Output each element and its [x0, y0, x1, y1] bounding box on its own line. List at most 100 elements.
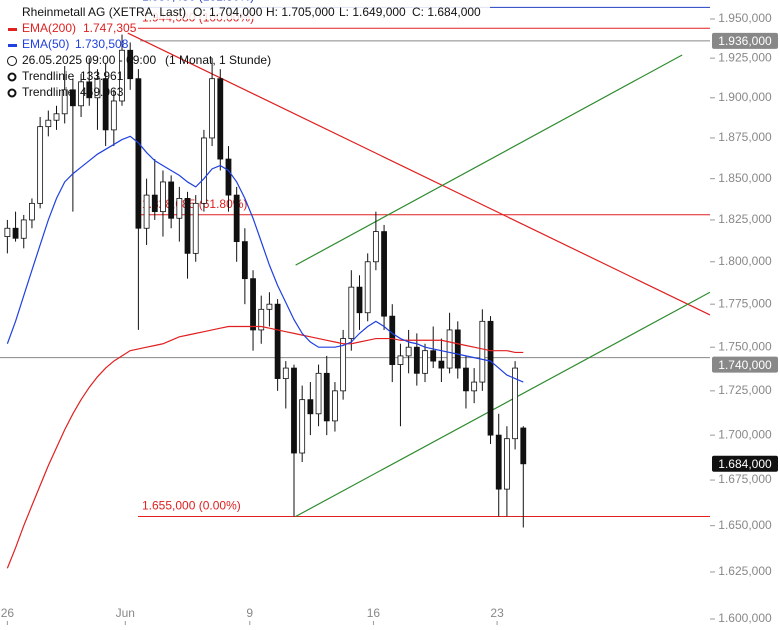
candle-body [479, 320, 486, 383]
candle-body [299, 399, 306, 454]
candle-body [323, 372, 330, 422]
range: (1 Monat, 1 Stunde) [165, 53, 271, 67]
ohlc-value: H: 1.705,000 [266, 5, 335, 19]
ohlc-value: O: 1.704,000 [193, 5, 263, 19]
y-tick-label: 1.850,000 [718, 171, 772, 185]
candle-body [315, 372, 322, 415]
x-tick-label: 16 [367, 606, 381, 620]
candle-body [241, 241, 248, 280]
price-box-label: 1.740,000 [718, 358, 772, 372]
candle-body [454, 329, 461, 369]
y-tick-label: 1.750,000 [718, 339, 772, 353]
candle-body [20, 219, 27, 239]
candle-body [225, 158, 232, 196]
candle-body [192, 202, 199, 254]
y-tick-label: 1.600,000 [718, 611, 772, 625]
date: 26.05.2025 09:00 - 09:00 [22, 53, 156, 67]
ohlc-value: C: 1.684,000 [412, 5, 481, 19]
candle-body [495, 434, 502, 490]
trend-icon [7, 72, 17, 82]
candle-body [12, 227, 19, 239]
candle-body [86, 81, 93, 99]
trendline [127, 32, 710, 316]
legend-value: 1.730,508 [75, 37, 129, 51]
candle-body [512, 367, 518, 440]
candle-body [209, 78, 215, 139]
candle-body [340, 338, 347, 392]
candle-body [413, 346, 420, 374]
y-tick-label: 1.650,000 [718, 518, 772, 532]
candle-body [61, 89, 68, 115]
candle-body [37, 126, 44, 204]
candle-body [110, 100, 117, 131]
candle-body [217, 78, 224, 160]
legend-swatch [8, 28, 17, 31]
candle-body [282, 367, 289, 379]
candle-body [520, 427, 527, 465]
candle-body [69, 89, 76, 107]
candle-body [430, 350, 437, 362]
legend-name: EMA(200) [22, 21, 76, 35]
ema-line [6, 325, 524, 569]
candle-body [422, 350, 428, 374]
candle-body [274, 303, 281, 379]
candle-body [45, 119, 52, 128]
legend-bg [0, 3, 490, 19]
candle-body [364, 261, 371, 314]
candle-body [135, 78, 142, 229]
y-tick-label: 1.875,000 [718, 130, 772, 144]
y-tick-label: 1.900,000 [718, 90, 772, 104]
legend-value: 133.961 [80, 69, 124, 83]
candle-body [471, 381, 478, 392]
legend-name: Trendlinie [22, 69, 75, 83]
candle-body [94, 78, 101, 99]
y-tick-label: 1.700,000 [718, 427, 772, 441]
candle-body [143, 194, 150, 229]
candle-body [438, 360, 445, 369]
fib-label: 1.957,480 (161.80%) [142, 0, 254, 4]
candle-body [389, 315, 396, 365]
candle-body [250, 278, 256, 331]
candle-body [176, 198, 183, 219]
y-tick-label: 1.625,000 [718, 564, 772, 578]
candle-body [307, 399, 314, 415]
candle-body [405, 346, 412, 357]
candle-body [53, 113, 60, 121]
y-tick-label: 1.800,000 [718, 254, 772, 268]
candle-body [446, 329, 453, 369]
trendline [295, 54, 683, 266]
trendline [295, 291, 710, 518]
candle-body [348, 286, 355, 339]
candle-body [29, 202, 35, 221]
x-tick-label: 23 [490, 606, 504, 620]
candle-body [258, 308, 265, 331]
candle-body [78, 81, 84, 107]
candle-body [266, 303, 273, 310]
candle-body [151, 194, 158, 213]
ema-line [6, 135, 524, 383]
candle-body [332, 390, 338, 422]
candle-body [201, 137, 207, 204]
candle-body [127, 49, 134, 80]
candle-body [102, 78, 109, 131]
legend-value: 469.063 [80, 85, 124, 99]
y-tick-label: 1.925,000 [718, 50, 772, 64]
price-box [712, 32, 778, 49]
clock-icon [7, 56, 17, 66]
y-tick-label: 1.775,000 [718, 296, 772, 310]
price-axis: 1.600,000 1.625,000 1.650,000 1.675,000 1.70… [1, 11, 778, 625]
x-tick-label: 26 [1, 606, 15, 620]
fib-label: 1.655,000 (0.00%) [142, 499, 241, 513]
candle-body [372, 231, 379, 263]
legend-name: Trendlinie [22, 85, 75, 99]
candle-body [397, 355, 404, 365]
candle-body [119, 49, 125, 102]
price-box [712, 356, 778, 373]
legend: Rheinmetall AG (XETRA, Last) O: 1.704,000… [0, 3, 490, 99]
candle-body [168, 181, 175, 219]
candle-body [291, 367, 297, 454]
price-box-label: 1.684,000 [718, 457, 772, 471]
price-box [712, 455, 778, 472]
y-tick-label: 1.950,000 [718, 11, 772, 25]
